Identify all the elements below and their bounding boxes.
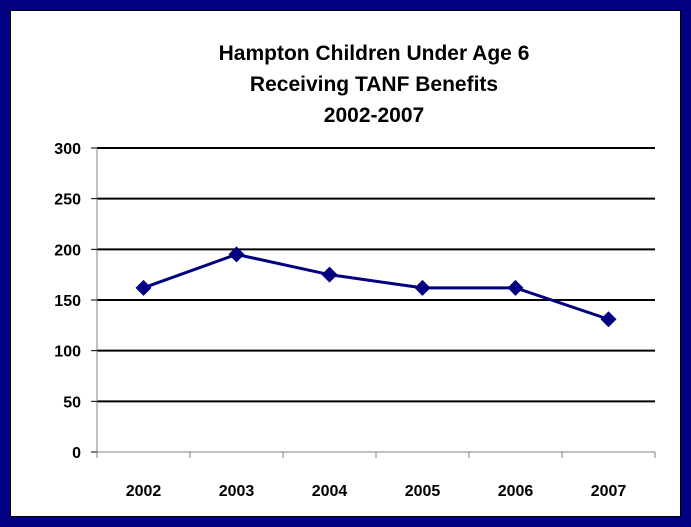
x-axis-ticks: 2002 2003 2004 2005 2006 2007 xyxy=(96,452,656,500)
x-tick-label-2002: 2002 xyxy=(126,483,162,500)
x-tick-label-2006: 2006 xyxy=(498,483,534,500)
chart-area xyxy=(10,10,681,517)
y-tick-label: 0 xyxy=(72,445,81,462)
data-point-2006 xyxy=(507,279,524,296)
x-tick-label-2007: 2007 xyxy=(591,483,627,500)
chart-title: Hampton Children Under Age 6 Receiving T… xyxy=(219,42,530,127)
x-tick-label-2005: 2005 xyxy=(405,483,441,500)
x-tick-label-2003: 2003 xyxy=(219,483,255,500)
y-tick-label: 150 xyxy=(54,293,81,310)
y-tick-label: 200 xyxy=(54,242,81,259)
data-point-2002 xyxy=(135,279,152,296)
chart-title-line-1: Hampton Children Under Age 6 xyxy=(219,42,530,65)
chart-title-line-2: Receiving TANF Benefits xyxy=(250,73,498,96)
y-tick-label: 50 xyxy=(63,394,81,411)
y-axis-ticks: 0 50 100 150 200 250 300 xyxy=(54,141,97,462)
gridlines xyxy=(97,147,655,403)
data-point-2003 xyxy=(228,246,245,263)
y-tick-label: 250 xyxy=(54,192,81,209)
series-line xyxy=(142,252,609,321)
series xyxy=(135,246,617,328)
x-tick-label-2004: 2004 xyxy=(312,483,348,500)
data-point-2007 xyxy=(600,311,617,328)
data-point-2004 xyxy=(321,266,338,283)
y-tick-label: 300 xyxy=(54,141,81,158)
y-tick-label: 100 xyxy=(54,344,81,361)
data-point-2005 xyxy=(414,279,431,296)
chart-title-line-3: 2002-2007 xyxy=(324,104,424,127)
